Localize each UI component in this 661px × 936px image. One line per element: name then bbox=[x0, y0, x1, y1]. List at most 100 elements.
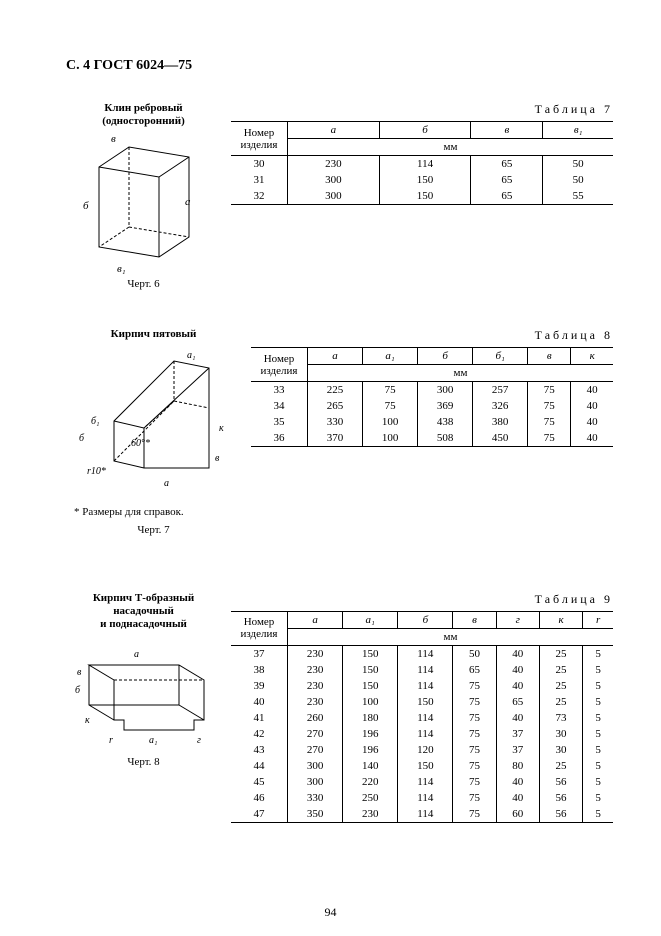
table-cell: 250 bbox=[343, 790, 398, 806]
table-cell: 75 bbox=[528, 398, 571, 414]
table-cell: 300 bbox=[288, 774, 343, 790]
table-cell: 75 bbox=[363, 382, 418, 399]
unit-header: мм bbox=[308, 365, 614, 382]
table-cell: 230 bbox=[288, 156, 380, 173]
table-cell: 150 bbox=[398, 694, 453, 710]
fig8-label-a1: a₁ bbox=[149, 735, 157, 746]
fig8-title-l1: Кирпич Т-образный насадочный bbox=[93, 592, 194, 617]
fig8-drawing: a в б к r a₁ г bbox=[66, 635, 221, 750]
table-cell: 40 bbox=[496, 678, 539, 694]
unit-header: мм bbox=[288, 139, 614, 156]
fig8-label-b: б bbox=[75, 685, 81, 696]
table-cell: 114 bbox=[398, 806, 453, 823]
table-cell: 40 bbox=[231, 694, 288, 710]
col-header: а bbox=[308, 348, 363, 365]
fig7-drawing: a₁ б₁ б 60°* к в a r10* bbox=[66, 346, 241, 496]
fig6-title: Клин ребровый (односторонний) bbox=[66, 102, 221, 128]
table-cell: 150 bbox=[343, 645, 398, 662]
table-cell: 5 bbox=[583, 774, 613, 790]
table-cell: 300 bbox=[288, 188, 380, 205]
table-cell: 50 bbox=[453, 645, 496, 662]
table9-label: Таблица 9 bbox=[231, 592, 613, 607]
table-cell: 5 bbox=[583, 726, 613, 742]
table-cell: 150 bbox=[343, 662, 398, 678]
table-cell: 75 bbox=[453, 806, 496, 823]
table-cell: 65 bbox=[453, 662, 496, 678]
col-header: а₁ bbox=[343, 611, 398, 628]
table-cell: 40 bbox=[496, 662, 539, 678]
table-cell: 65 bbox=[471, 156, 543, 173]
footnote: * Размеры для справок. bbox=[74, 506, 241, 518]
fig6-drawing: в б a в₁ bbox=[66, 132, 221, 272]
table-cell: 370 bbox=[308, 430, 363, 447]
table-cell: 75 bbox=[453, 678, 496, 694]
table-cell: 100 bbox=[363, 430, 418, 447]
table-cell: 180 bbox=[343, 710, 398, 726]
col-header: к bbox=[571, 348, 613, 365]
table-cell: 114 bbox=[398, 790, 453, 806]
table-cell: 33 bbox=[251, 382, 308, 399]
col-header: к bbox=[539, 611, 582, 628]
table-cell: 37 bbox=[496, 726, 539, 742]
table-cell: 40 bbox=[571, 398, 613, 414]
table-cell: 40 bbox=[496, 645, 539, 662]
table-cell: 330 bbox=[308, 414, 363, 430]
table-cell: 75 bbox=[453, 758, 496, 774]
fig6-title-l2: (односторонний) bbox=[102, 115, 185, 127]
table-cell: 75 bbox=[453, 710, 496, 726]
table-cell: 5 bbox=[583, 758, 613, 774]
table-cell: 270 bbox=[288, 742, 343, 758]
table-cell: 75 bbox=[453, 694, 496, 710]
fig8-label-k: к bbox=[85, 715, 90, 726]
table-cell: 5 bbox=[583, 790, 613, 806]
table-cell: 260 bbox=[288, 710, 343, 726]
table7-label: Таблица 7 bbox=[231, 102, 613, 117]
fig7-label-b1: б₁ bbox=[91, 416, 100, 427]
fig7-label-b: б bbox=[79, 433, 85, 444]
col-id: Номер изделия bbox=[251, 348, 308, 382]
fig6-label-a: a bbox=[185, 196, 191, 208]
fig7-label-k: к bbox=[219, 423, 224, 434]
table-cell: 65 bbox=[471, 172, 543, 188]
col-id: Номер изделия bbox=[231, 122, 288, 156]
table-cell: 438 bbox=[418, 414, 473, 430]
table-cell: 25 bbox=[539, 662, 582, 678]
table-cell: 40 bbox=[496, 710, 539, 726]
table-cell: 75 bbox=[453, 726, 496, 742]
table-cell: 114 bbox=[398, 774, 453, 790]
table-cell: 56 bbox=[539, 774, 582, 790]
fig7-label-r: r10* bbox=[87, 466, 106, 477]
table-cell: 230 bbox=[288, 678, 343, 694]
fig8-label-g: г bbox=[197, 735, 201, 746]
table-cell: 369 bbox=[418, 398, 473, 414]
table-cell: 40 bbox=[571, 414, 613, 430]
table-cell: 40 bbox=[571, 430, 613, 447]
col-header: а₁ bbox=[363, 348, 418, 365]
table-cell: 120 bbox=[398, 742, 453, 758]
table-cell: 140 bbox=[343, 758, 398, 774]
table-cell: 5 bbox=[583, 710, 613, 726]
table-cell: 75 bbox=[453, 774, 496, 790]
table-cell: 508 bbox=[418, 430, 473, 447]
col-header: б bbox=[418, 348, 473, 365]
table-cell: 75 bbox=[528, 414, 571, 430]
table-cell: 45 bbox=[231, 774, 288, 790]
table-cell: 40 bbox=[496, 790, 539, 806]
table-cell: 25 bbox=[539, 645, 582, 662]
table-cell: 30 bbox=[539, 726, 582, 742]
table-cell: 75 bbox=[528, 382, 571, 399]
fig7-caption: Черт. 7 bbox=[66, 524, 241, 536]
fig8-label-a: a bbox=[134, 649, 139, 660]
col-id: Номер изделия bbox=[231, 611, 288, 645]
table-cell: 37 bbox=[496, 742, 539, 758]
table-cell: 257 bbox=[473, 382, 528, 399]
table9: Номер изделияаа₁бвгкrмм 3723015011450402… bbox=[231, 611, 613, 823]
table-cell: 30 bbox=[539, 742, 582, 758]
fig7-label-a1: a₁ bbox=[187, 350, 195, 361]
table-cell: 230 bbox=[288, 645, 343, 662]
table-cell: 326 bbox=[473, 398, 528, 414]
table-cell: 114 bbox=[379, 156, 471, 173]
table-cell: 40 bbox=[496, 774, 539, 790]
table-cell: 114 bbox=[398, 710, 453, 726]
table-cell: 230 bbox=[343, 806, 398, 823]
